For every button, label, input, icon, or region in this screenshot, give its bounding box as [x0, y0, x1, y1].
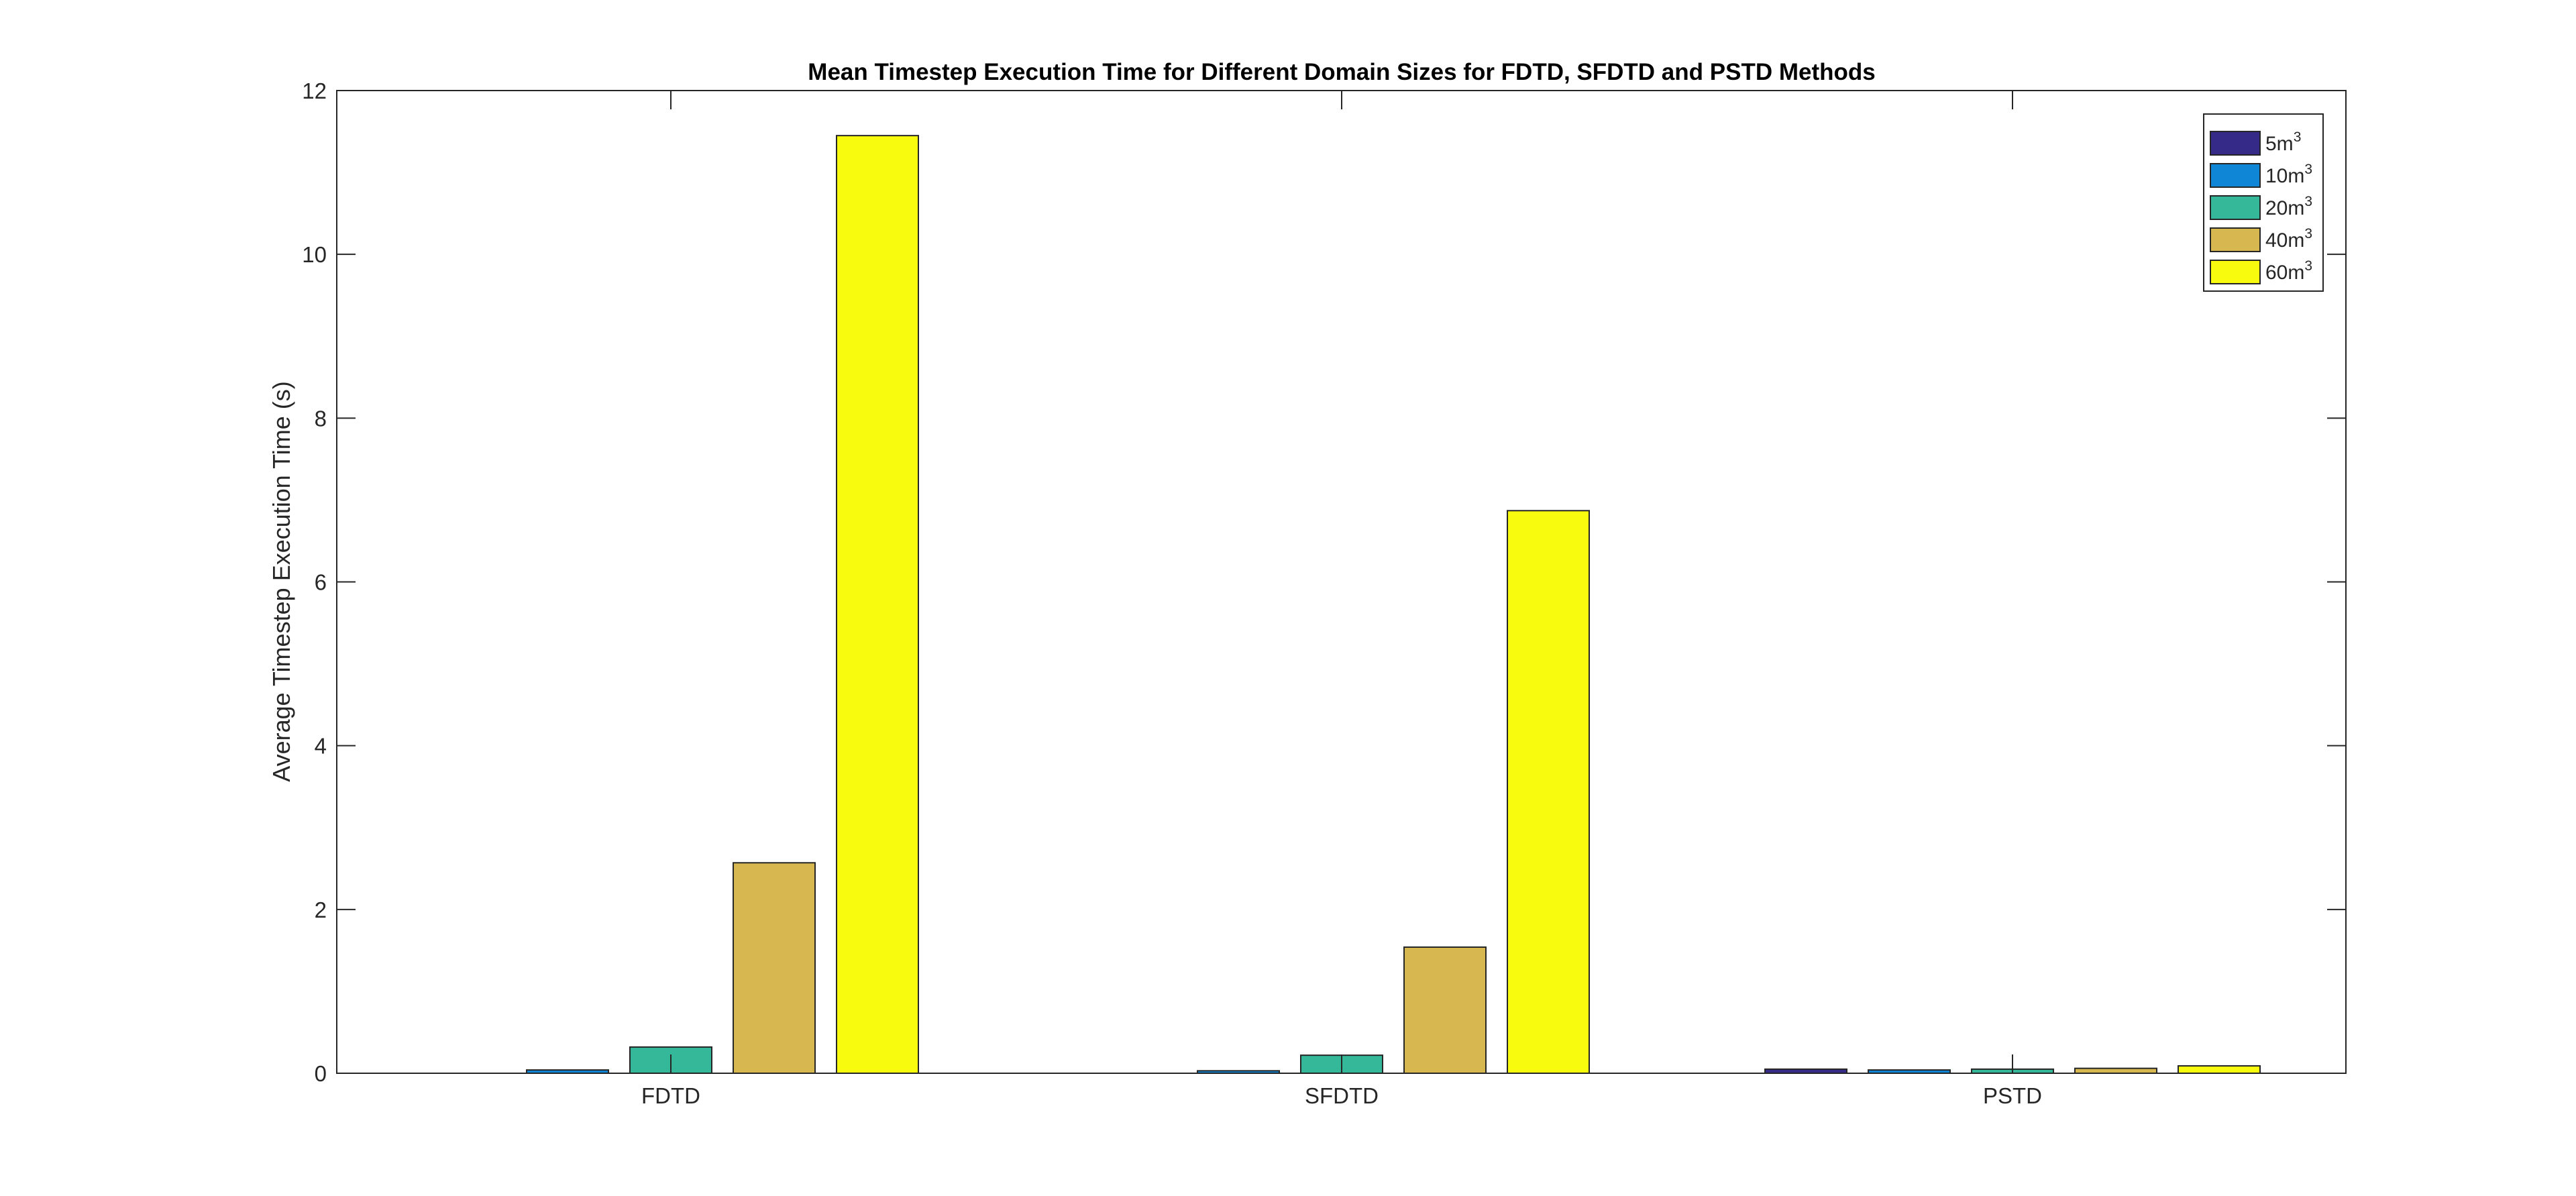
bars-layer	[526, 135, 2261, 1075]
bar	[2074, 1067, 2157, 1075]
chart-title: Mean Timestep Execution Time for Differe…	[808, 59, 1875, 85]
y-axis-label: Average Timestep Execution Time (s)	[268, 381, 295, 782]
x-tick-label: SFDTD	[1305, 1083, 1379, 1108]
y-tick-label: 6	[315, 570, 327, 595]
y-axis: 0 2 4 6 8 10 12	[302, 78, 2346, 1086]
bar	[836, 135, 919, 1074]
legend-label: 5m3	[2265, 129, 2301, 155]
y-tick-label: 2	[315, 898, 327, 922]
legend-label-name: 5m	[2265, 133, 2294, 155]
legend-swatch	[2210, 195, 2261, 220]
legend-swatch	[2210, 131, 2261, 156]
legend-label-name: 60m	[2265, 262, 2304, 284]
y-tick-label: 10	[302, 242, 327, 267]
legend-swatch	[2210, 163, 2261, 188]
legend-swatch	[2210, 227, 2261, 252]
legend-label-superscript: 3	[2294, 129, 2302, 145]
bar	[1507, 510, 1590, 1074]
bar	[2178, 1065, 2261, 1074]
legend-label: 20m3	[2265, 194, 2312, 219]
y-tick-label: 8	[315, 406, 327, 431]
legend-label-name: 10m	[2265, 165, 2304, 187]
legend-swatch	[2210, 260, 2261, 284]
y-tick-label: 4	[315, 734, 327, 759]
x-axis: FDTD SFDTD PSTD	[641, 91, 2042, 1108]
legend-label-superscript: 3	[2304, 162, 2312, 177]
bar	[1403, 946, 1487, 1075]
legend-label: 40m3	[2265, 226, 2312, 252]
legend-label-name: 40m	[2265, 229, 2304, 252]
x-tick-label: FDTD	[641, 1083, 700, 1108]
legend-label-superscript: 3	[2304, 194, 2312, 209]
legend-label-superscript: 3	[2304, 226, 2312, 241]
y-tick-label: 0	[315, 1061, 327, 1086]
legend-label-name: 20m	[2265, 197, 2304, 219]
legend-label-superscript: 3	[2304, 258, 2312, 274]
axes-box	[336, 90, 2347, 1074]
x-tick-label: PSTD	[1983, 1083, 2042, 1108]
legend-label: 60m3	[2265, 258, 2312, 284]
y-tick-label: 12	[302, 78, 327, 103]
legend-label: 10m3	[2265, 162, 2312, 187]
bar	[733, 862, 816, 1075]
